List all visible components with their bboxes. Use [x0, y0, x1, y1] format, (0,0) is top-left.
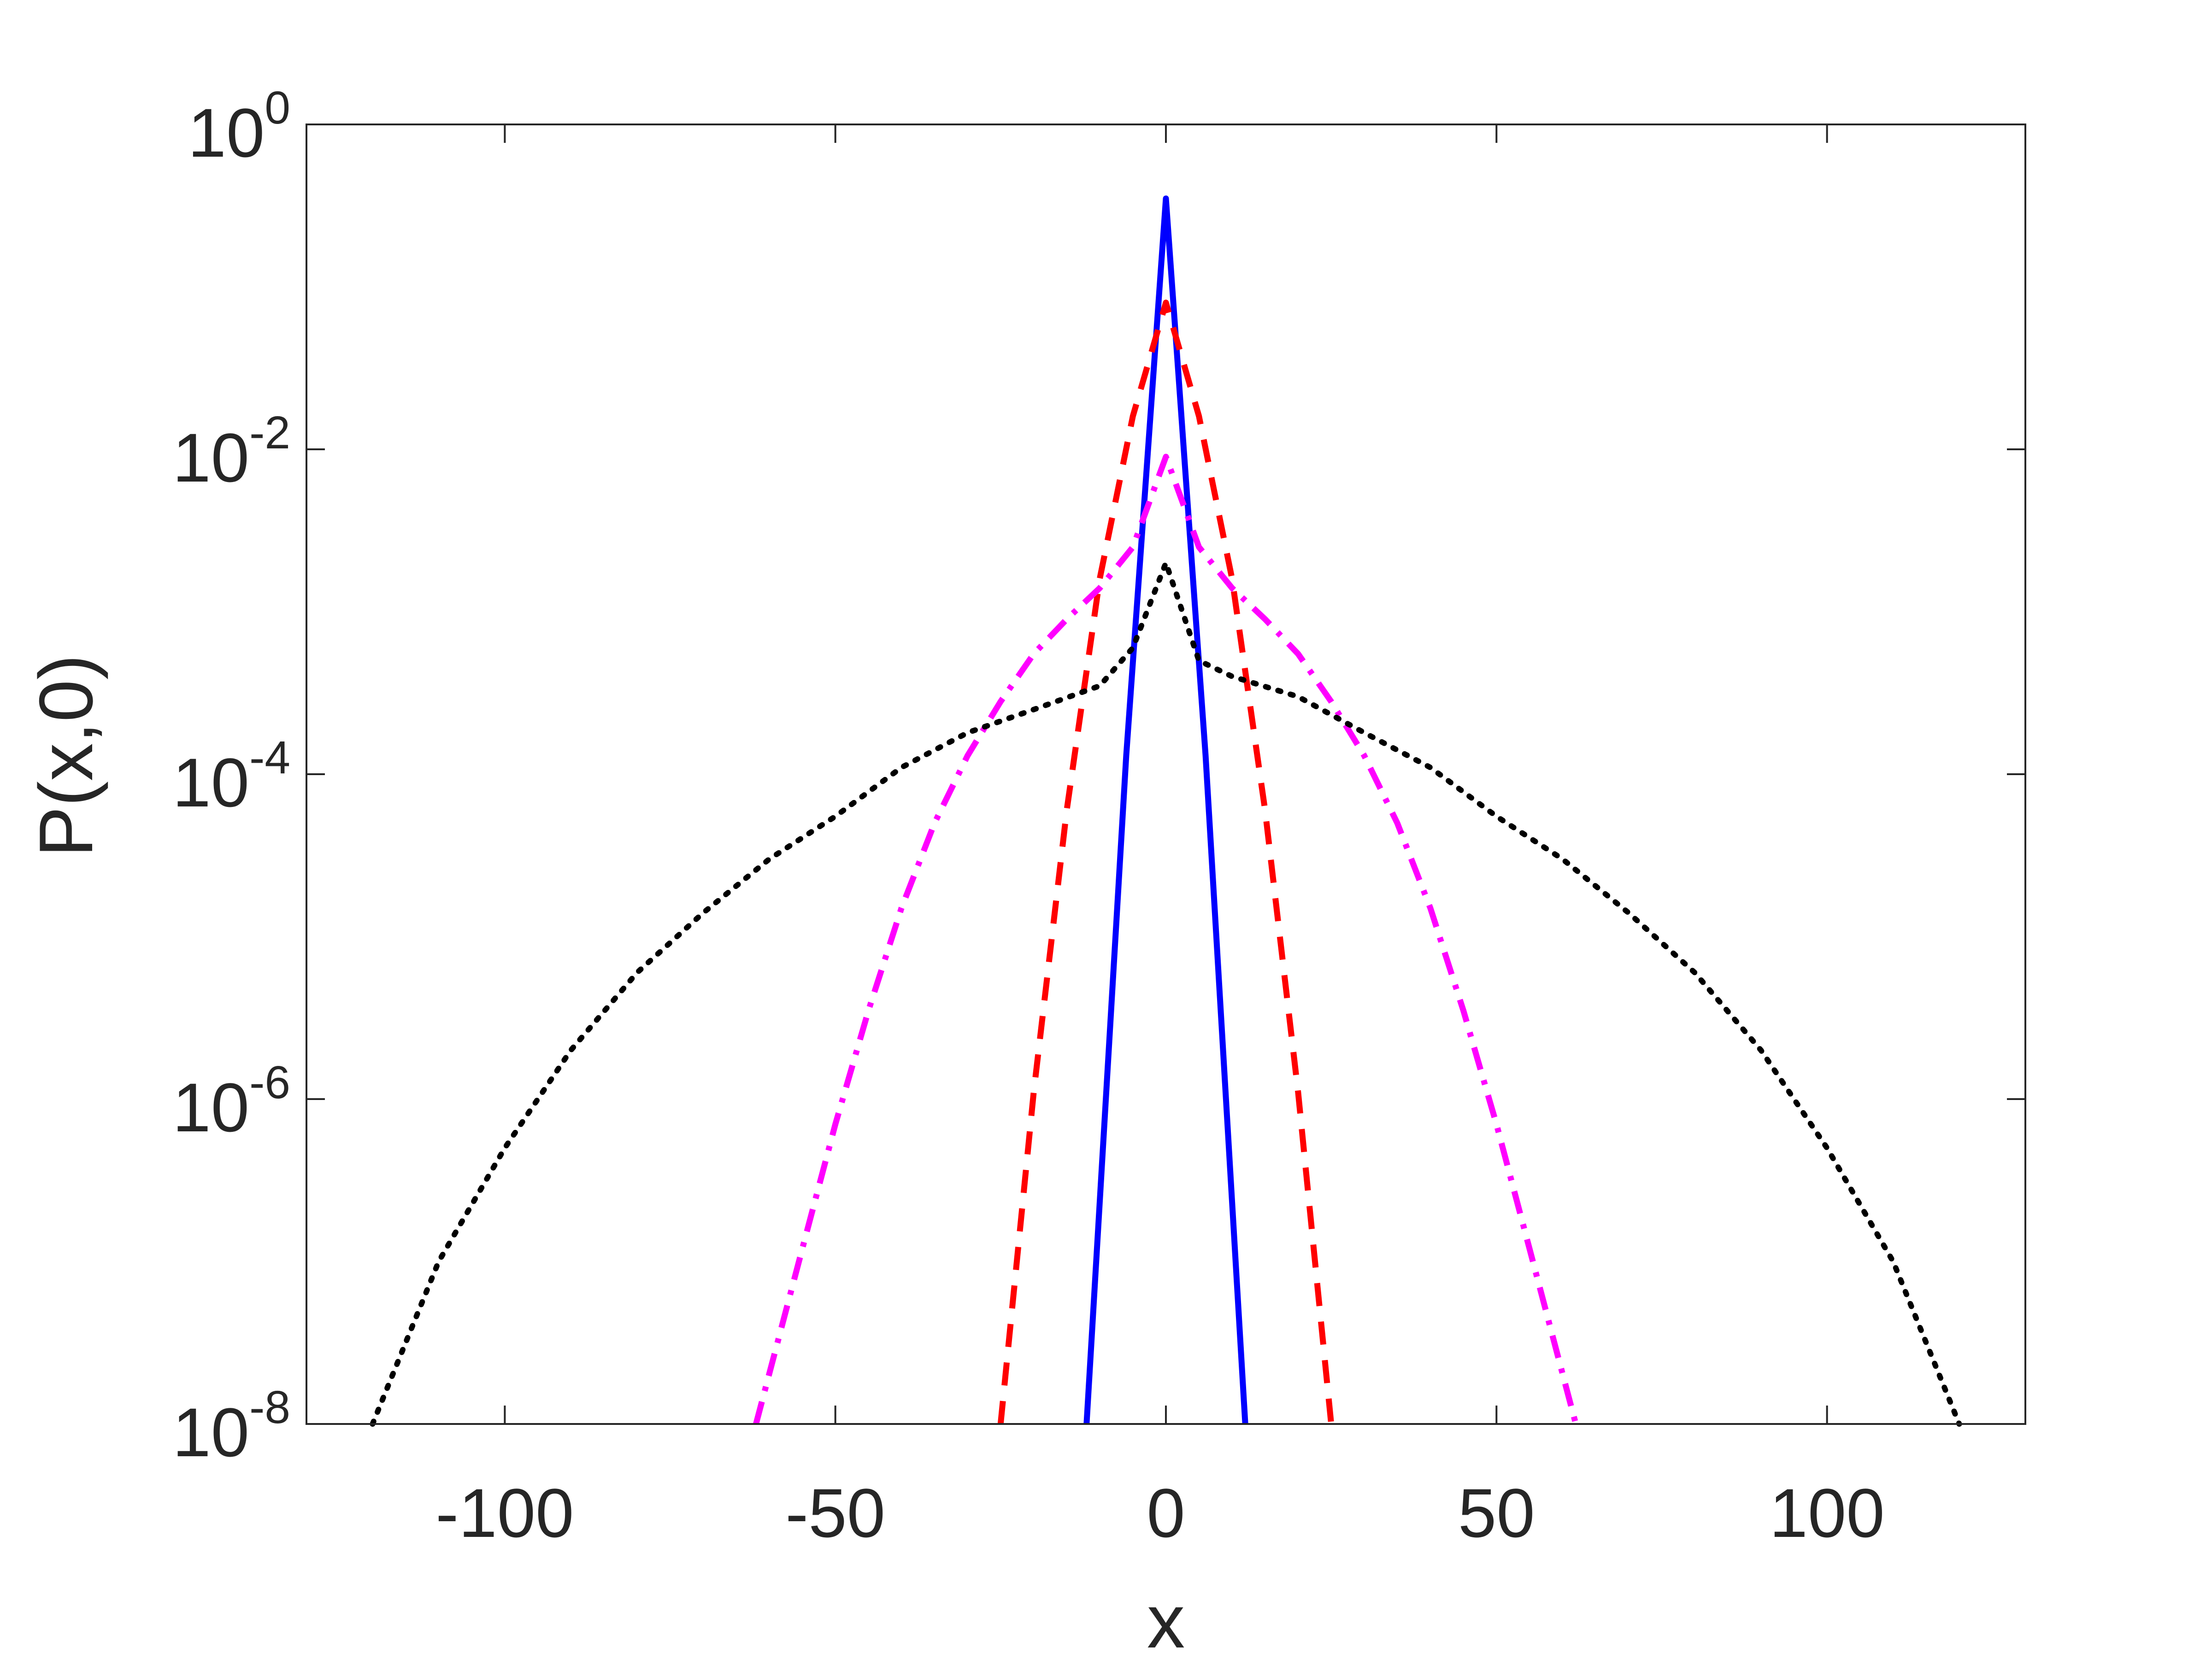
x-tick-label: -50: [785, 1474, 885, 1552]
y-axis-label: P(x,0): [24, 654, 108, 857]
x-tick-label: 100: [1769, 1474, 1884, 1552]
axes-layer: -100 -50 0 50 100 10-8 10-6 10-4 10-2 100: [172, 82, 2026, 1552]
series-line-2: [997, 300, 1335, 1424]
x-tick-label: 0: [1147, 1474, 1185, 1552]
x-axis-label: x: [1147, 1579, 1185, 1659]
series-layer: [370, 195, 1962, 1427]
plot-area: [306, 124, 2025, 1424]
y-tick-label: 10-6: [172, 1057, 290, 1146]
x-tick-label: 50: [1458, 1474, 1535, 1552]
series-line-1: [1083, 195, 1248, 1424]
y-tick-label: 10-8: [172, 1382, 290, 1471]
y-tick-label: 10-4: [172, 732, 290, 821]
plot-background: [306, 124, 2025, 1424]
series-line-4: [370, 560, 1962, 1427]
series-line-3: [753, 453, 1579, 1425]
y-tick-label: 100: [188, 82, 290, 171]
x-tick-label: -100: [435, 1474, 574, 1552]
y-tick-label: 10-2: [172, 407, 290, 496]
